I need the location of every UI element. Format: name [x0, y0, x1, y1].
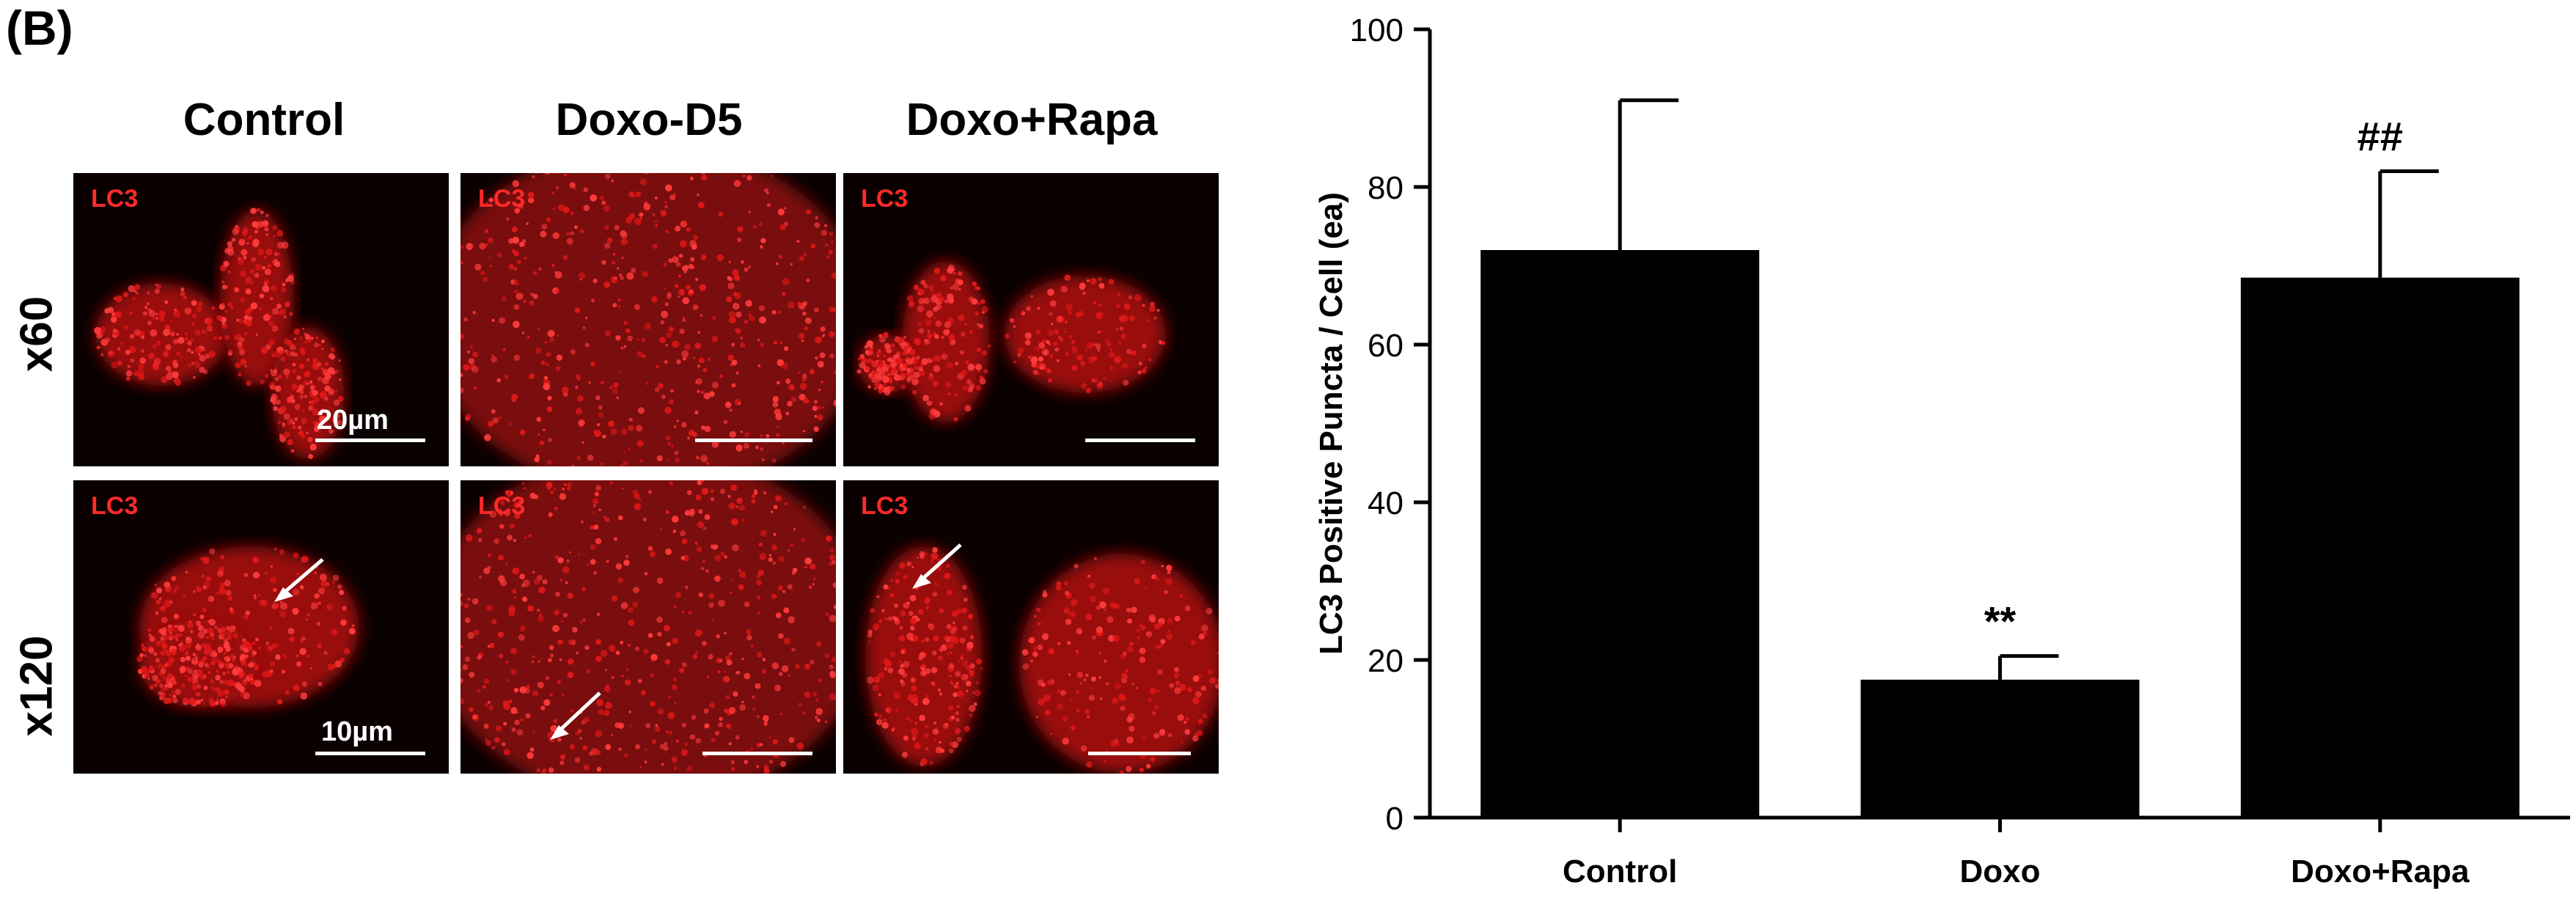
arrow-icon	[912, 543, 962, 589]
micrograph-doxo-rapa-x120: LC3	[843, 480, 1219, 774]
scale-bar	[315, 439, 425, 442]
micrograph-doxo-d5-x60: LC3	[460, 173, 836, 466]
column-header-doxo-d5: Doxo-D5	[555, 95, 743, 145]
scale-bar	[695, 439, 812, 442]
significance-label: **	[1984, 598, 2017, 645]
row-header-x60: x60	[11, 296, 62, 373]
significance-label: ##	[2357, 114, 2403, 160]
micrograph-doxo-rapa-x60: LC3	[843, 173, 1219, 466]
scale-bar	[315, 752, 425, 755]
arrow-icon	[550, 691, 601, 740]
bar-chart: 0 20 40 60 80 100 LC3 Positive Puncta / Cell (…	[1313, 12, 2570, 889]
y-tick-label: 40	[1368, 485, 1403, 521]
stain-label: LC3	[91, 492, 139, 520]
y-tick-label: 0	[1386, 801, 1403, 837]
micrograph-control-x120: LC3 10µm	[73, 480, 449, 774]
scale-bar	[702, 752, 812, 755]
column-header-doxo-rapa: Doxo+Rapa	[906, 95, 1158, 145]
scale-bar	[1088, 752, 1191, 755]
stain-label: LC3	[861, 492, 909, 520]
bar-doxo-rapa	[2240, 277, 2520, 818]
bar-control	[1480, 250, 1760, 818]
x-tick-label: Control	[1563, 854, 1677, 889]
stain-label: LC3	[861, 185, 909, 213]
x-tick-label: Doxo+Rapa	[2291, 854, 2470, 889]
arrow-icon	[274, 558, 324, 602]
row-header-x120: x120	[11, 635, 62, 737]
column-header-control: Control	[183, 95, 345, 145]
stain-label: LC3	[478, 492, 526, 520]
stain-label: LC3	[478, 185, 526, 213]
scale-bar-label: 10µm	[321, 716, 393, 747]
y-axis-label: LC3 Positive Puncta / Cell (ea)	[1313, 192, 1349, 655]
bar-doxo	[1860, 679, 2140, 818]
y-tick-label: 60	[1368, 328, 1403, 364]
x-tick-label: Doxo	[1960, 854, 2041, 889]
panel-label: (B)	[6, 1, 73, 55]
scale-bar-label: 20µm	[317, 405, 389, 436]
y-tick-label: 80	[1368, 170, 1403, 206]
micrograph-control-x60: LC3 20µm	[73, 173, 449, 466]
micrograph-doxo-d5-x120: LC3	[460, 480, 836, 774]
stain-label: LC3	[91, 185, 139, 213]
y-tick-label: 100	[1350, 12, 1403, 48]
scale-bar	[1085, 439, 1195, 442]
y-tick-label: 20	[1368, 643, 1403, 679]
